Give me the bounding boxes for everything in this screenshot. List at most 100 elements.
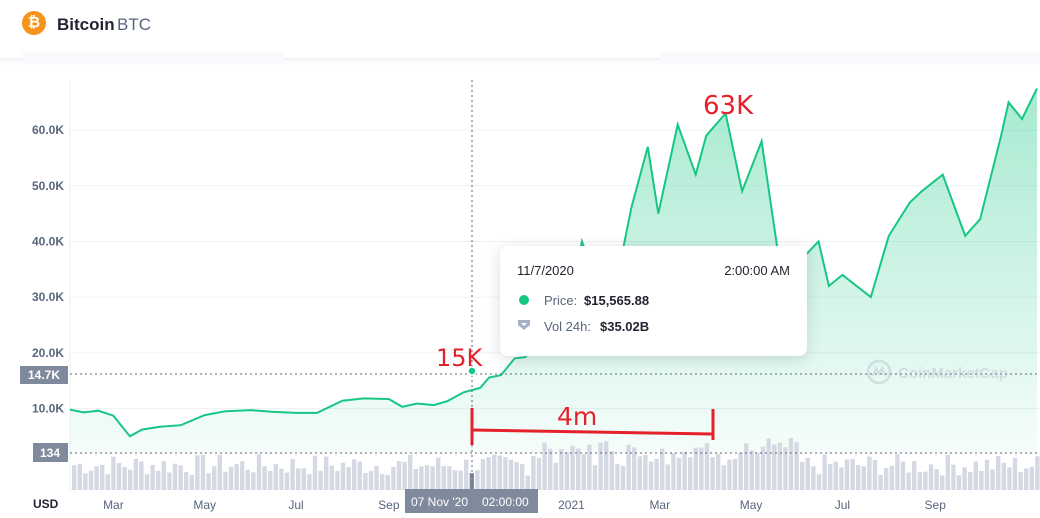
price-dot-icon — [519, 295, 529, 305]
volume-bar — [514, 461, 519, 490]
volume-bar — [329, 465, 334, 490]
volume-bar — [346, 467, 351, 490]
volume-bar — [413, 468, 418, 490]
volume-bar — [284, 472, 290, 490]
volume-bar — [979, 470, 984, 490]
tooltip-volume-label: Vol 24h: — [544, 319, 591, 334]
volume-bar — [816, 474, 822, 490]
volume-bar — [839, 467, 844, 490]
volume-bar — [380, 474, 385, 490]
volume-bar — [895, 454, 900, 490]
annotation-peak: 63K — [703, 91, 754, 121]
coin-symbol: BTC — [117, 15, 151, 34]
volume-bar — [520, 463, 525, 490]
volume-bar — [794, 442, 799, 490]
volume-bar — [872, 460, 878, 490]
volume-bar — [385, 475, 390, 490]
volume-bar — [699, 447, 704, 490]
volume-bar — [116, 463, 122, 490]
volume-bar — [391, 466, 396, 490]
volume-bar — [296, 468, 301, 490]
volume-bar — [318, 470, 323, 490]
volume-bar — [161, 461, 166, 490]
volume-bar — [307, 474, 312, 490]
volume-bar — [251, 472, 256, 490]
volume-bar — [878, 474, 883, 490]
volume-bar — [503, 457, 508, 490]
tooltip-time: 2:00:00 AM — [724, 263, 790, 278]
volume-bar — [688, 457, 693, 490]
volume-badge-bg — [33, 443, 68, 462]
volume-bar — [777, 442, 782, 490]
volume-bar — [828, 463, 833, 490]
volume-bar — [721, 465, 726, 490]
volume-bar — [928, 464, 934, 490]
volume-bar — [464, 459, 469, 490]
y-tick-label: 40.0K — [32, 234, 64, 248]
volume-bar — [867, 456, 872, 490]
volume-bar — [424, 465, 430, 490]
volume-bar — [245, 469, 250, 490]
volume-bar — [788, 437, 794, 490]
volume-bar — [716, 454, 721, 490]
y-tick-label: 30.0K — [32, 290, 64, 304]
volume-bar — [822, 454, 827, 490]
volume-bar — [223, 471, 228, 490]
volume-bar — [559, 448, 564, 490]
volume-bar — [111, 456, 116, 490]
y-tick-labels: 10.0K 20.0K 30.0K 40.0K 50.0K 60.0K — [32, 123, 64, 415]
volume-bar — [727, 459, 732, 490]
volume-bar — [732, 458, 738, 490]
volume-bar — [497, 455, 502, 490]
x-tick-label: Sep — [378, 498, 400, 512]
volume-bar — [234, 463, 239, 490]
volume-bar — [704, 443, 710, 490]
volume-bar — [805, 457, 810, 490]
volume-bar — [996, 456, 1001, 490]
volume-bar — [940, 475, 945, 490]
volume-bar — [536, 457, 542, 490]
tooltip-volume-value: $35.02B — [600, 319, 650, 334]
x-tick-label: Mar — [103, 498, 124, 512]
volume-bar — [598, 442, 603, 490]
price-area — [70, 88, 1037, 454]
volume-bar — [72, 465, 77, 490]
volume-bar — [906, 472, 911, 490]
volume-bar — [83, 473, 88, 490]
volume-bar — [122, 467, 127, 490]
volume-bar — [626, 444, 631, 490]
volume-bar — [1024, 468, 1029, 490]
y-tick-label: 60.0K — [32, 123, 64, 137]
tooltip-date: 11/7/2020 — [517, 263, 574, 278]
currency-label: USD — [33, 497, 59, 511]
volume-bar — [844, 459, 850, 490]
volume-bar — [352, 459, 357, 490]
volume-bar — [290, 459, 295, 490]
annotation-span-line — [471, 428, 714, 436]
x-tick-label: Jul — [288, 498, 303, 512]
volume-bar — [133, 458, 138, 490]
bitcoin-logo-icon: ₿ — [22, 11, 46, 35]
tooltip-price-label: Price: — [544, 293, 578, 308]
volume-bar — [128, 469, 133, 490]
volume-bar — [402, 461, 407, 490]
volume-bar — [172, 463, 178, 490]
date-badge-date: 07 Nov '20 — [411, 495, 468, 509]
volume-bar — [447, 466, 452, 490]
annotation-span: 4m — [557, 402, 597, 431]
tooltip-price-value: $15,565.88 — [584, 293, 650, 308]
x-tick-label: 2021 — [558, 498, 585, 512]
volume-bar — [419, 466, 424, 490]
volume-bar — [833, 461, 838, 490]
volume-bar — [480, 459, 486, 490]
volume-bar — [889, 465, 894, 490]
date-badge-bg — [405, 489, 538, 513]
volume-bar — [492, 454, 497, 490]
volume-bar — [553, 462, 558, 490]
volume-bar — [312, 455, 318, 490]
volume-bar — [374, 466, 379, 490]
volume-bar — [408, 455, 413, 490]
volume-bar — [256, 454, 262, 490]
volume-bar — [856, 465, 861, 490]
volume-bar — [340, 462, 346, 490]
